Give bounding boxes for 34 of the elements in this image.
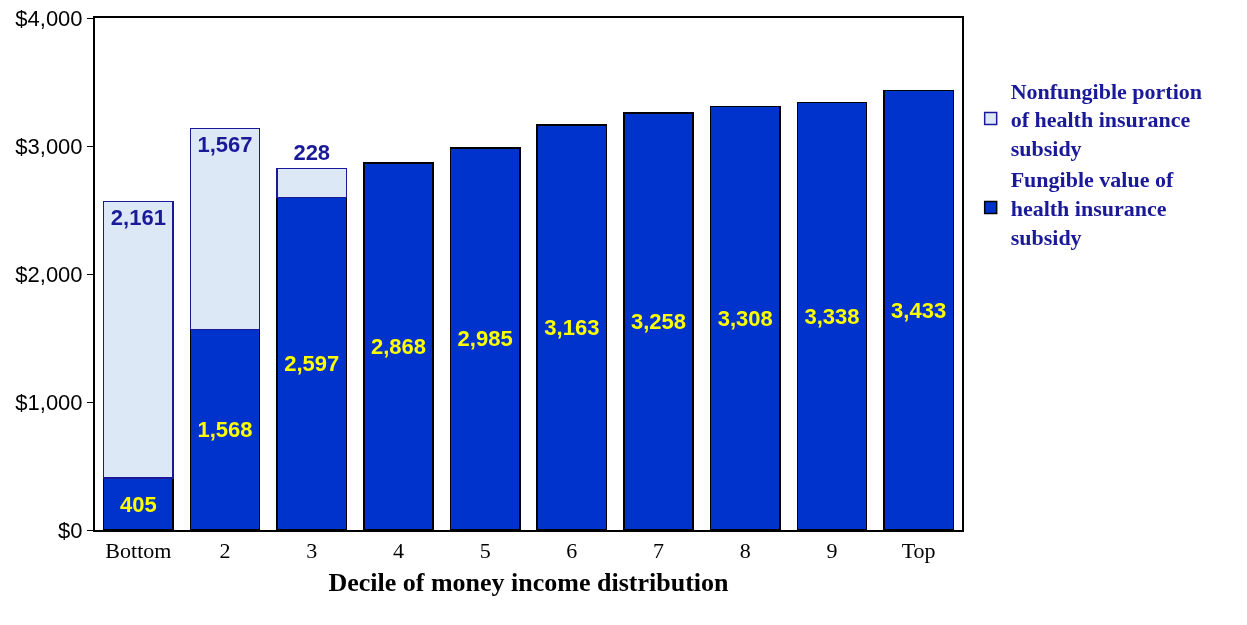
data-label: 3,338 bbox=[804, 303, 860, 329]
y-tick-label: $0 bbox=[58, 517, 83, 543]
bar bbox=[276, 167, 348, 199]
x-tick-label: 8 bbox=[739, 538, 751, 564]
data-label: 2,161 bbox=[110, 204, 166, 230]
y-tick-label: $3,000 bbox=[15, 133, 83, 159]
x-tick-label: 9 bbox=[826, 538, 838, 564]
x-tick-label: 4 bbox=[392, 538, 404, 564]
data-label: 1,567 bbox=[197, 131, 253, 157]
legend-label: Fungible value of health insurance subsidy bbox=[1010, 167, 1174, 250]
x-tick-label: 7 bbox=[653, 538, 665, 564]
x-tick-label: Top bbox=[901, 538, 936, 564]
data-label: 2,985 bbox=[457, 326, 513, 352]
data-label: 1,568 bbox=[197, 417, 253, 443]
y-tick-label: $1,000 bbox=[15, 389, 83, 415]
data-label: 2,597 bbox=[284, 351, 340, 377]
bar bbox=[189, 127, 261, 331]
data-label: 405 bbox=[119, 491, 157, 517]
data-label: 3,258 bbox=[631, 308, 687, 334]
data-label: 3,308 bbox=[717, 305, 773, 331]
x-tick-label: Bottom bbox=[105, 538, 172, 564]
x-tick-label: 3 bbox=[306, 538, 318, 564]
y-tick-label: $2,000 bbox=[15, 261, 83, 287]
y-tick-label: $4,000 bbox=[15, 5, 83, 31]
data-label: 2,868 bbox=[370, 333, 426, 359]
data-label: 3,433 bbox=[891, 297, 947, 323]
x-tick-label: 6 bbox=[566, 538, 578, 564]
legend-label: Nonfungible portion of health insurance subsidy bbox=[1010, 78, 1202, 161]
x-tick-label: 2 bbox=[219, 538, 231, 564]
x-tick-label: 5 bbox=[479, 538, 491, 564]
data-label: 3,163 bbox=[544, 315, 600, 341]
data-label: 228 bbox=[293, 140, 331, 166]
bar bbox=[102, 200, 174, 479]
x-axis-title: Decile of money income distribution bbox=[328, 567, 730, 597]
